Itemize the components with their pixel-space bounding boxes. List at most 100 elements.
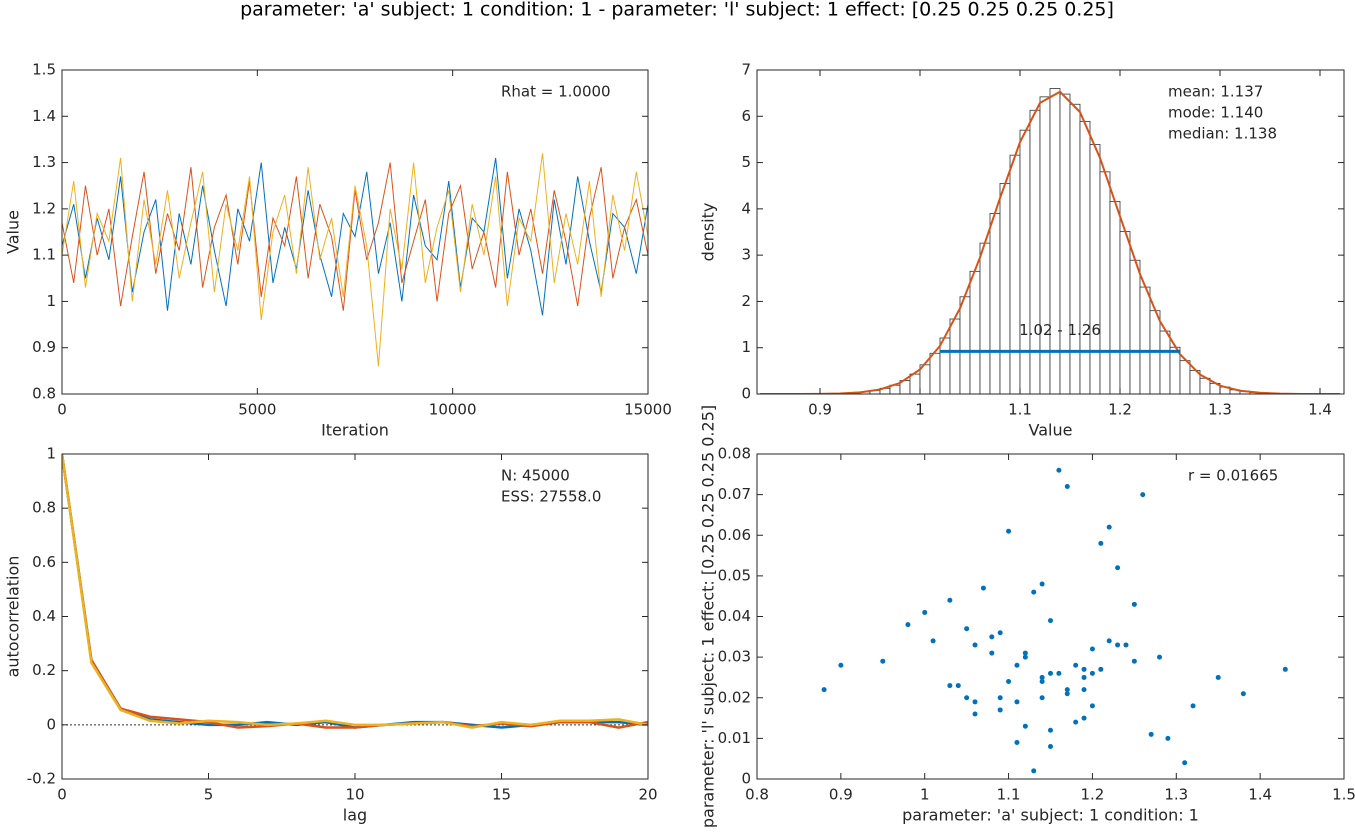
histogram-bar xyxy=(959,296,971,394)
scatter-point xyxy=(1048,618,1053,624)
scatter-point xyxy=(821,687,827,693)
scatter-point xyxy=(1157,654,1163,660)
y-tick-label: 1.3 xyxy=(32,153,56,171)
x-tick-label: 1.1 xyxy=(997,786,1021,804)
scatter-point xyxy=(1115,642,1121,648)
scatter-point xyxy=(1081,666,1087,672)
scatter-point xyxy=(1048,670,1053,676)
scatter-point xyxy=(1039,679,1045,684)
histogram-bar xyxy=(929,352,941,394)
plot-area xyxy=(62,153,648,367)
y-tick-label: 0.03 xyxy=(718,648,751,666)
histogram-bar xyxy=(1099,171,1111,394)
histogram-bar xyxy=(1139,286,1151,394)
scatter-point xyxy=(1089,670,1095,676)
plot-area xyxy=(62,454,648,729)
x-tick-label: 0 xyxy=(57,401,67,419)
scatter-point xyxy=(1123,642,1129,648)
y-axis-label: Value xyxy=(4,210,23,254)
y-tick-label: 0.8 xyxy=(32,385,56,403)
scatter-point xyxy=(1031,589,1037,595)
scatter-point xyxy=(964,626,970,632)
scatter-point xyxy=(880,658,886,664)
y-tick-label: 1 xyxy=(741,338,751,356)
y-tick-label: 0.9 xyxy=(32,338,56,356)
scatter-point xyxy=(947,597,953,603)
histogram-bar xyxy=(969,270,981,394)
y-tick-label: 0.05 xyxy=(718,566,751,584)
scatter-point xyxy=(1006,528,1012,534)
histogram-bar xyxy=(1129,259,1141,394)
scatter-point xyxy=(1073,662,1079,668)
axes-frame xyxy=(756,453,1345,780)
x-tick-label: 20 xyxy=(638,786,657,804)
x-axis-label: Iteration xyxy=(321,421,389,440)
y-tick-label: 5 xyxy=(741,153,751,171)
scatter-point xyxy=(947,683,953,689)
scatter-point xyxy=(1006,679,1012,684)
axes-frame xyxy=(61,453,649,780)
density-curve xyxy=(760,90,1340,394)
x-tick-label: 1 xyxy=(920,786,930,804)
x-tick-label: 1.2 xyxy=(1108,401,1132,419)
scatter-point xyxy=(997,630,1003,636)
scatter-point xyxy=(1106,638,1112,644)
series-line xyxy=(62,153,648,367)
y-axis-label: autocorrelation xyxy=(4,556,23,678)
x-tick-label: 10 xyxy=(345,786,364,804)
annotation: N: 45000 xyxy=(501,467,570,485)
y-tick-label: 1.2 xyxy=(32,199,56,217)
x-tick-label: 0 xyxy=(57,786,67,804)
x-tick-label: 10000 xyxy=(429,401,477,419)
histogram-bar xyxy=(1039,96,1051,394)
scatter-point xyxy=(1056,467,1062,473)
plot-area xyxy=(821,467,1288,774)
scatter-point xyxy=(1282,666,1288,672)
scatter-point xyxy=(1131,658,1137,664)
x-axis-label: lag xyxy=(343,806,367,825)
scatter-point xyxy=(972,711,978,717)
x-tick-label: 1.4 xyxy=(1248,786,1272,804)
y-tick-label: 0.06 xyxy=(718,526,751,544)
y-axis-label: parameter: 'l' subject: 1 effect: [0.25 … xyxy=(699,405,718,828)
scatter-point xyxy=(964,695,970,701)
annotation: Rhat = 1.0000 xyxy=(501,83,611,101)
scatter-point xyxy=(1089,703,1095,709)
scatter-point xyxy=(980,585,986,591)
scatter-point xyxy=(1106,524,1112,530)
histogram-bar xyxy=(939,337,951,394)
y-tick-label: 2 xyxy=(741,292,751,310)
annotation: mean: 1.137 xyxy=(1168,83,1263,101)
scatter-point xyxy=(1115,565,1121,571)
series-line xyxy=(62,454,648,729)
x-tick-label: 0.9 xyxy=(829,786,853,804)
scatter-point xyxy=(1064,687,1070,693)
annotation: ESS: 27558.0 xyxy=(501,488,601,506)
scatter-point xyxy=(1022,654,1028,660)
scatter-point xyxy=(922,609,928,615)
scatter-point xyxy=(1064,484,1070,489)
y-tick-label: 1.4 xyxy=(32,107,56,125)
scatter-point xyxy=(1022,650,1028,656)
x-tick-label: 1.2 xyxy=(1080,786,1104,804)
y-tick-label: 1.5 xyxy=(32,61,56,79)
y-tick-label: 0.6 xyxy=(32,553,56,571)
series-line xyxy=(62,454,648,729)
scatter-point xyxy=(1081,715,1087,721)
scatter-point xyxy=(1039,674,1045,680)
scatter-point xyxy=(1240,691,1246,697)
y-tick-label: 0 xyxy=(46,715,56,733)
scatter-point xyxy=(1048,744,1053,749)
annotation: median: 1.138 xyxy=(1168,125,1277,143)
y-axis-label: density xyxy=(699,203,718,262)
x-tick-label: 1.4 xyxy=(1308,401,1332,419)
scatter-point xyxy=(1014,662,1020,668)
histogram-bar xyxy=(999,182,1011,394)
histogram-bar xyxy=(1159,330,1171,394)
y-tick-label: -0.2 xyxy=(27,770,56,788)
y-tick-label: 4 xyxy=(741,199,751,217)
scatter-point xyxy=(1031,768,1037,774)
y-tick-label: 7 xyxy=(741,61,751,79)
x-axis-label: Value xyxy=(1029,421,1073,440)
scatter-point xyxy=(989,650,995,656)
